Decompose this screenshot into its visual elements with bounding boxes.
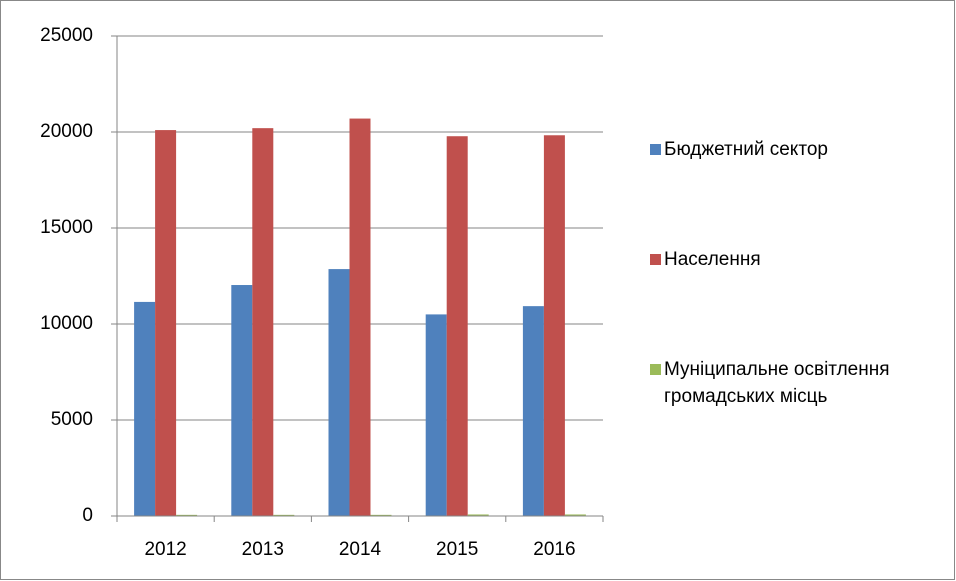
legend-entry: Бюджетний сектор [650, 136, 950, 163]
bar [273, 514, 295, 516]
y-tick-label: 0 [82, 505, 93, 526]
legend-label: Бюджетний сектор [664, 139, 828, 160]
bar [155, 130, 177, 516]
bar [349, 118, 371, 516]
bar [564, 514, 586, 516]
bar [425, 314, 447, 516]
bar [446, 136, 468, 516]
y-tick-label: 5000 [51, 409, 93, 430]
bar [543, 135, 565, 516]
x-tick-label: 2015 [436, 539, 478, 560]
legend-label: Муніципальне освітлення громадських місц… [664, 359, 890, 407]
legend-label: Населення [664, 249, 761, 270]
y-tick-label: 15000 [40, 217, 93, 238]
legend-entry: Муніципальне освітлення громадських місц… [650, 356, 950, 410]
bar [370, 514, 392, 516]
y-tick-label: 25000 [40, 25, 93, 46]
x-tick-label: 2013 [242, 539, 284, 560]
bar [522, 306, 544, 516]
legend-swatch [650, 364, 661, 375]
x-tick-label: 2014 [339, 539, 382, 560]
bar [176, 514, 198, 516]
x-tick-label: 2012 [144, 539, 186, 560]
legend-swatch [650, 144, 661, 155]
legend-swatch [650, 254, 661, 265]
x-tick-label: 2016 [533, 539, 575, 560]
y-tick-label: 20000 [40, 121, 93, 142]
bar [328, 269, 350, 516]
bar [134, 301, 156, 516]
y-tick-label: 10000 [40, 313, 93, 334]
bar [231, 285, 253, 516]
bar [252, 128, 274, 516]
bar [467, 514, 489, 516]
legend-entry: Населення [650, 246, 950, 273]
